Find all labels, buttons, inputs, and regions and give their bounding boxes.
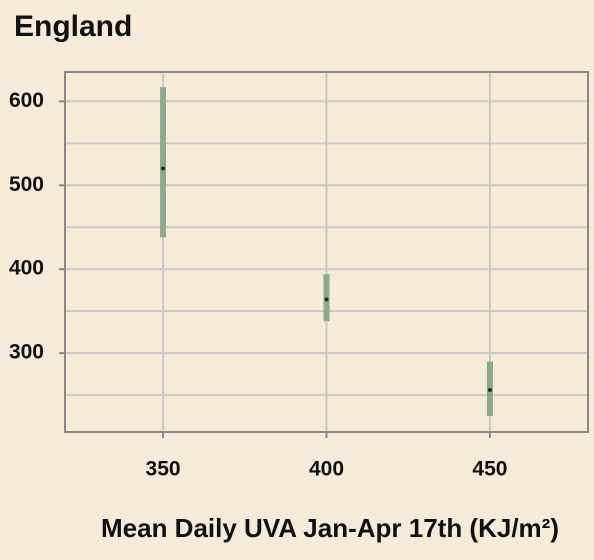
- x-axis-label: Mean Daily UVA Jan-Apr 17th (KJ/m²): [101, 513, 559, 543]
- x-tick-label: 400: [309, 458, 344, 481]
- y-tick-label: 400: [9, 257, 44, 280]
- y-tick-label: 300: [9, 341, 44, 364]
- point: [487, 388, 492, 393]
- y-tick-label: 500: [9, 173, 44, 196]
- x-tick-label: 450: [472, 458, 507, 481]
- error-bar: [160, 87, 167, 238]
- point: [161, 166, 166, 171]
- y-tick-label: 600: [9, 89, 44, 112]
- chart-title: England: [14, 10, 132, 43]
- x-tick-label: 350: [146, 458, 181, 481]
- point: [324, 297, 329, 302]
- plot-frame: [64, 71, 589, 433]
